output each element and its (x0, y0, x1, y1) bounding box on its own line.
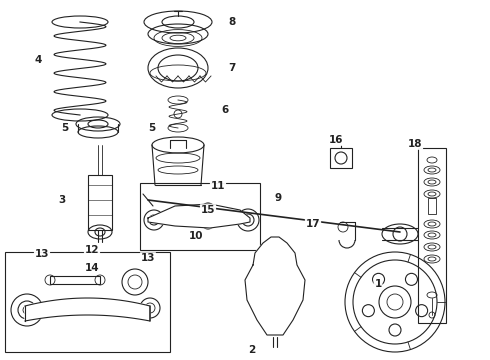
Text: 6: 6 (221, 105, 229, 115)
Text: 9: 9 (274, 193, 282, 203)
Bar (88, 175, 112, 230)
Bar (330, 148, 352, 168)
Bar (418, 148, 446, 323)
Text: 1: 1 (374, 279, 382, 289)
Bar (5, 252, 170, 352)
Text: 10: 10 (189, 231, 203, 241)
Text: 5: 5 (148, 123, 156, 133)
Text: 18: 18 (408, 139, 422, 149)
Text: 2: 2 (248, 345, 256, 355)
Text: 14: 14 (85, 263, 99, 273)
Text: 12: 12 (85, 245, 99, 255)
Text: 3: 3 (58, 195, 66, 205)
Text: 11: 11 (211, 181, 225, 191)
Text: 17: 17 (306, 219, 320, 229)
Text: 15: 15 (201, 205, 215, 215)
Polygon shape (148, 204, 250, 228)
Text: 13: 13 (35, 249, 49, 259)
Text: 8: 8 (228, 17, 236, 27)
Text: 5: 5 (61, 123, 69, 133)
Polygon shape (25, 298, 150, 321)
Bar (50, 276, 100, 284)
Text: 4: 4 (34, 55, 42, 65)
Bar (428, 198, 436, 214)
Bar (140, 183, 260, 250)
Text: 13: 13 (141, 253, 155, 263)
Text: 16: 16 (329, 135, 343, 145)
Polygon shape (245, 237, 305, 335)
Text: 7: 7 (228, 63, 236, 73)
